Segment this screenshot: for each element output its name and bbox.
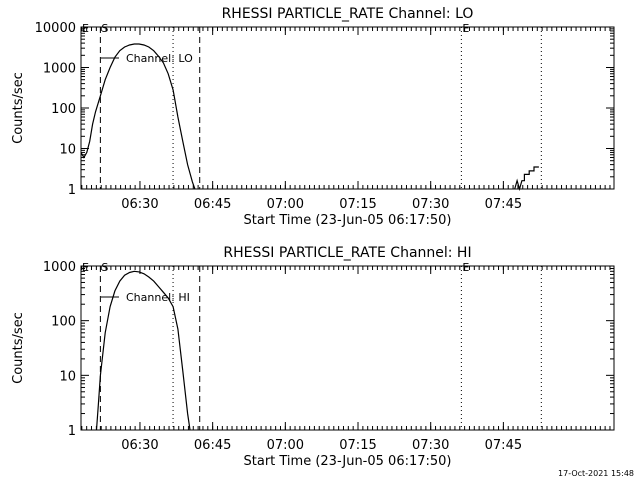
panel-hi: RHESSI PARTICLE_RATE Channel: HI Counts/s… [11,245,615,469]
y-tick-label: 1 [68,183,76,198]
series-line-lo [80,43,196,190]
timestamp: 17-Oct-2021 15:48 [558,469,634,478]
panel-lo: RHESSI PARTICLE_RATE Channel: LO Counts/s… [11,6,615,228]
x-tick-label: 06:30 [121,197,158,212]
marker-label: S [101,261,108,274]
chart-title: RHESSI PARTICLE_RATE Channel: HI [223,245,471,261]
chart-title: RHESSI PARTICLE_RATE Channel: LO [222,6,474,22]
marker-label: E [462,22,469,35]
x-tick-label: 07:15 [339,197,376,212]
x-tick-label: 07:30 [412,438,449,453]
y-tick-label: 1000 [43,62,76,77]
x-tick-label: 07:30 [412,197,449,212]
x-tick-label: 06:30 [121,438,158,453]
y-tick-label: 1 [68,424,76,439]
x-axis-label: Start Time (23-Jun-05 06:17:50) [244,454,452,469]
y-tick-label: 10 [59,369,76,384]
x-tick-label: 06:45 [194,197,231,212]
marker-label: S [101,22,108,35]
x-tick-label: 07:45 [485,197,522,212]
x-axis-label: Start Time (23-Jun-05 06:17:50) [244,213,452,228]
x-tick-label: 07:00 [267,438,304,453]
y-tick-label: 100 [51,315,76,330]
x-tick-label: 07:00 [267,197,304,212]
x-tick-label: 07:15 [339,438,376,453]
legend-label: Channel: HI [126,291,190,304]
y-tick-label: 10 [59,143,76,158]
series-line-hi [95,270,191,431]
plot-frame [80,265,615,431]
series-line-lo-late [514,166,539,192]
y-tick-label: 100 [51,102,76,117]
y-tick-label: 10000 [35,21,76,36]
y-tick-label: 1000 [43,260,76,275]
marker-label: E [462,261,469,274]
x-tick-label: 06:45 [194,438,231,453]
y-axis-label: Counts/sec [11,72,26,144]
y-axis-label: Counts/sec [11,312,26,384]
edge-label: E [82,261,89,274]
x-tick-label: 07:45 [485,438,522,453]
edge-label: E [82,22,89,35]
